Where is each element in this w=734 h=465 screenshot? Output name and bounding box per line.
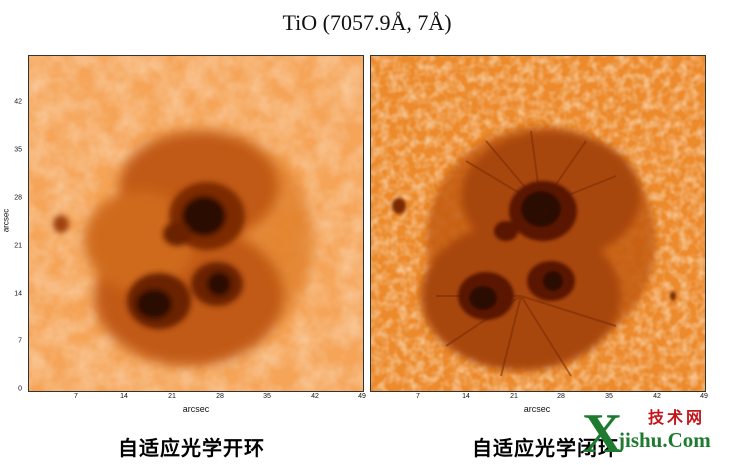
caption-open-loop: 自适应光学开环 (118, 436, 265, 460)
y-tick: 21 (14, 242, 22, 250)
x-tick: 21 (510, 393, 518, 400)
x-tick: 42 (653, 393, 661, 400)
solar-image-open-loop (28, 55, 364, 392)
x-tick: 35 (263, 393, 271, 400)
watermark-x-glyph: X (582, 403, 623, 465)
watermark-cn-text: 技术网 (648, 408, 706, 427)
x-tick: 35 (605, 393, 613, 400)
y-tick: 0 (18, 385, 22, 393)
y-tick: 7 (18, 337, 22, 345)
y-axis-label: arcsec (1, 208, 11, 233)
watermark-domain: jishu.Com (618, 428, 711, 452)
x-tick: 49 (700, 393, 708, 400)
x-tick: 49 (358, 393, 366, 400)
x-tick: 28 (557, 393, 565, 400)
x-tick: 7 (74, 393, 78, 400)
x-axis-label: arcsec (182, 404, 210, 414)
x-tick: 28 (216, 393, 224, 400)
y-tick: 42 (14, 98, 22, 106)
solar-image-closed-loop (370, 55, 706, 392)
x-tick: 7 (416, 393, 420, 400)
x-tick: 14 (120, 393, 128, 400)
x-tick: 21 (168, 393, 176, 400)
y-tick: 28 (14, 194, 22, 202)
caption-closed-loop: 自适应光学闭环 (472, 436, 619, 460)
x-tick: 42 (311, 393, 319, 400)
figure-title: TiO (7057.9Å, 7Å) (282, 10, 452, 35)
x-axis-label: arcsec (523, 404, 551, 414)
y-tick: 35 (14, 146, 22, 154)
y-tick: 14 (14, 290, 22, 298)
watermark-logo: X 技术网 jishu.Com (580, 402, 730, 462)
x-tick: 14 (462, 393, 470, 400)
